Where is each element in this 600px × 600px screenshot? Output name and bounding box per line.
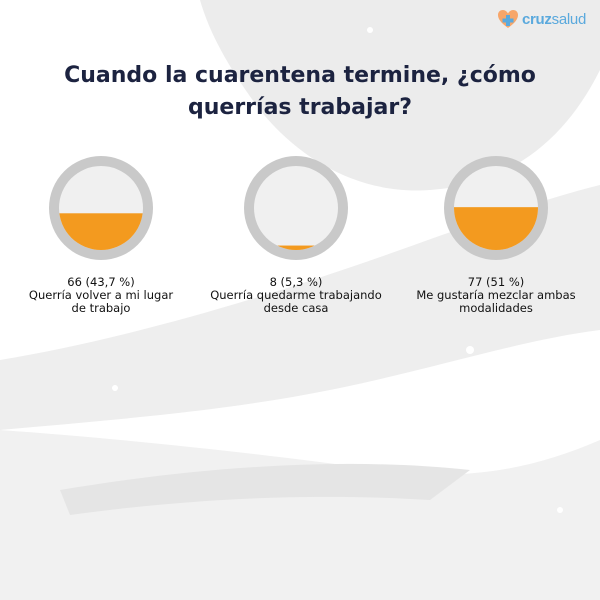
gauge-category-label: modalidades — [459, 301, 533, 315]
gauge-category-label: Me gustaría mezclar ambas — [416, 288, 576, 302]
gauge-value-label: 66 (43,7 %) — [67, 275, 135, 289]
gauge-empty — [254, 166, 338, 250]
gauge-category-label: Querría volver a mi lugar — [28, 288, 174, 302]
gauge — [49, 156, 153, 260]
dot — [367, 27, 373, 33]
gauge-category-label: desde casa — [263, 301, 329, 315]
gauge-label: 77 (51 %) Me gustaría mezclar ambas modali… — [401, 276, 591, 315]
brand-name-bold: cruz — [521, 10, 552, 28]
brush-stroke-top — [200, 0, 600, 191]
heart-cross-icon — [497, 10, 518, 28]
gauge-category-label: de trabajo — [71, 301, 131, 315]
gauge — [244, 156, 348, 260]
brand-logo: cruzsalud — [497, 9, 586, 29]
dot — [112, 385, 118, 391]
gauge-label: 66 (43,7 %) Querría volver a mi lugar de t… — [6, 276, 196, 315]
gauge-label: 8 (5,3 %) Querría quedarme trabajando desd… — [201, 276, 391, 315]
dot — [432, 370, 438, 376]
brush-stroke-streak — [60, 463, 470, 515]
dot — [39, 57, 45, 63]
gauge-category-label: Querría quedarme trabajando — [210, 288, 382, 302]
gauge — [444, 156, 548, 260]
dot — [517, 389, 523, 395]
gauge-value-label: 77 (51 %) — [467, 275, 525, 289]
brush-stroke-middle — [0, 185, 600, 430]
brand-name-regular: salud — [551, 10, 587, 28]
brush-stroke-bottom — [0, 430, 600, 600]
dot — [466, 346, 474, 354]
dot — [547, 175, 553, 181]
gauge-fill — [254, 245, 338, 250]
gauge-value-label: 8 (5,3 %) — [269, 275, 323, 289]
chart-title: Cuando la cuarentena termine, ¿cómo quer… — [64, 63, 536, 120]
brand-name: cruzsalud — [522, 11, 586, 28]
dot — [557, 507, 563, 513]
